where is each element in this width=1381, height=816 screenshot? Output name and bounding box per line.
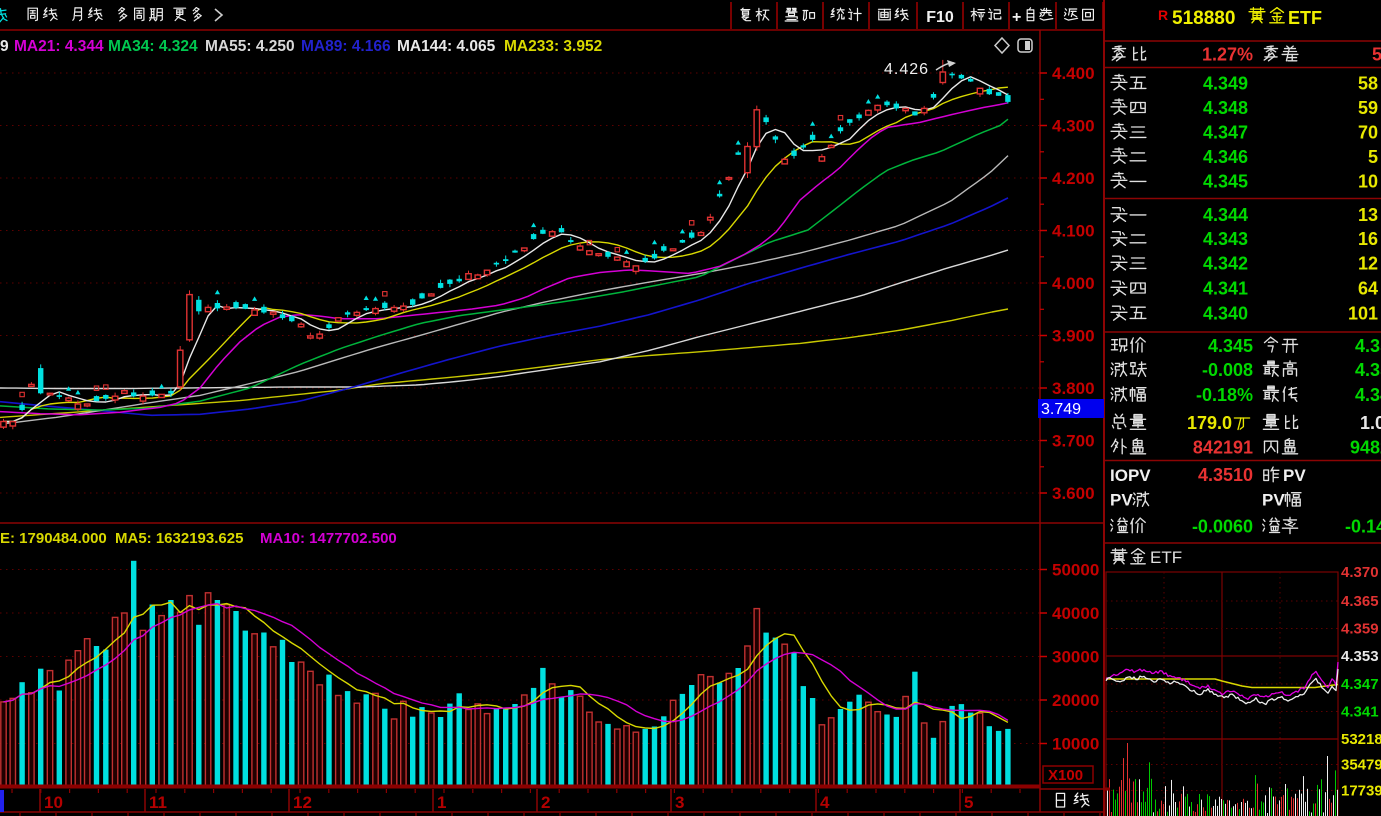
svg-text:MA5: 1632193.625: MA5: 1632193.625 bbox=[115, 530, 243, 547]
svg-text:3: 3 bbox=[675, 793, 684, 812]
svg-text:MA233: 3.952: MA233: 3.952 bbox=[504, 38, 602, 55]
svg-text:4.345: 4.345 bbox=[1208, 336, 1253, 356]
svg-text:E: 1790484.000: E: 1790484.000 bbox=[0, 530, 107, 547]
svg-text:-0.008: -0.008 bbox=[1202, 360, 1253, 380]
svg-text:11: 11 bbox=[149, 793, 167, 812]
svg-text:5: 5 bbox=[964, 793, 973, 812]
svg-text:3.749: 3.749 bbox=[1041, 401, 1081, 418]
svg-text:1.27%: 1.27% bbox=[1202, 45, 1253, 65]
svg-text:-0.14%: -0.14% bbox=[1345, 517, 1381, 537]
svg-text:4.341: 4.341 bbox=[1341, 704, 1379, 721]
svg-text:IOPV: IOPV bbox=[1110, 466, 1151, 485]
svg-text:4.300: 4.300 bbox=[1052, 117, 1095, 136]
svg-text:4.341: 4.341 bbox=[1203, 279, 1248, 299]
svg-text:4.359: 4.359 bbox=[1355, 360, 1381, 380]
svg-text:4.100: 4.100 bbox=[1052, 222, 1095, 241]
svg-text:179.0: 179.0 bbox=[1187, 413, 1232, 433]
svg-text:4.353: 4.353 bbox=[1355, 336, 1381, 356]
svg-text:4.346: 4.346 bbox=[1203, 147, 1248, 167]
svg-text:3.800: 3.800 bbox=[1052, 379, 1095, 398]
svg-text:40000: 40000 bbox=[1052, 604, 1099, 623]
svg-text:4.365: 4.365 bbox=[1341, 593, 1379, 610]
svg-text:-0.0060: -0.0060 bbox=[1192, 517, 1253, 537]
svg-text:4.426: 4.426 bbox=[884, 61, 929, 78]
svg-text:4.000: 4.000 bbox=[1052, 274, 1095, 293]
svg-text:4.353: 4.353 bbox=[1341, 648, 1379, 665]
svg-text:94821: 94821 bbox=[1350, 438, 1381, 458]
svg-text:4.347: 4.347 bbox=[1341, 676, 1379, 693]
svg-text:12: 12 bbox=[293, 793, 312, 812]
svg-text:64: 64 bbox=[1358, 279, 1378, 299]
svg-text:16: 16 bbox=[1358, 229, 1378, 249]
svg-text:R: R bbox=[1158, 7, 1168, 23]
svg-text:50000: 50000 bbox=[1052, 561, 1099, 580]
svg-text:9: 9 bbox=[0, 38, 9, 55]
svg-text:4: 4 bbox=[820, 793, 830, 812]
svg-text:2: 2 bbox=[541, 793, 550, 812]
svg-text:842191: 842191 bbox=[1193, 438, 1253, 458]
svg-text:3.900: 3.900 bbox=[1052, 327, 1095, 346]
svg-text:58: 58 bbox=[1358, 74, 1378, 94]
svg-text:4.340: 4.340 bbox=[1355, 385, 1381, 405]
svg-text:35479: 35479 bbox=[1341, 757, 1381, 774]
svg-text:4.370: 4.370 bbox=[1341, 564, 1379, 581]
svg-text:20000: 20000 bbox=[1052, 691, 1099, 710]
svg-text:12: 12 bbox=[1358, 254, 1378, 274]
svg-text:ETF: ETF bbox=[1288, 8, 1322, 28]
svg-text:5: 5 bbox=[1368, 147, 1378, 167]
svg-text:MA89: 4.166: MA89: 4.166 bbox=[301, 38, 391, 55]
svg-text:4.3510: 4.3510 bbox=[1198, 465, 1253, 485]
svg-text:13: 13 bbox=[1358, 205, 1378, 225]
svg-text:4.359: 4.359 bbox=[1341, 621, 1379, 638]
svg-text:53218: 53218 bbox=[1341, 731, 1381, 748]
svg-text:10: 10 bbox=[1358, 172, 1378, 192]
svg-text:PV: PV bbox=[1262, 491, 1285, 510]
svg-text:58: 58 bbox=[1372, 45, 1381, 65]
svg-text:10000: 10000 bbox=[1052, 735, 1099, 754]
svg-text:1: 1 bbox=[437, 793, 446, 812]
svg-text:59: 59 bbox=[1358, 98, 1378, 118]
svg-text:MA21: 4.344: MA21: 4.344 bbox=[14, 38, 104, 55]
svg-text:-0.18%: -0.18% bbox=[1196, 385, 1253, 405]
svg-text:4.200: 4.200 bbox=[1052, 169, 1095, 188]
svg-text:101: 101 bbox=[1348, 304, 1378, 324]
svg-text:4.400: 4.400 bbox=[1052, 64, 1095, 83]
svg-text:4.344: 4.344 bbox=[1203, 205, 1248, 225]
svg-text:4.349: 4.349 bbox=[1203, 74, 1248, 94]
svg-text:518880: 518880 bbox=[1172, 8, 1235, 29]
svg-text:3.700: 3.700 bbox=[1052, 432, 1095, 451]
svg-text:PV: PV bbox=[1283, 466, 1306, 485]
svg-text:MA55: 4.250: MA55: 4.250 bbox=[205, 38, 295, 55]
svg-text:MA34: 4.324: MA34: 4.324 bbox=[108, 38, 198, 55]
svg-text:F10: F10 bbox=[926, 9, 954, 26]
svg-text:4.340: 4.340 bbox=[1203, 304, 1248, 324]
svg-text:ETF: ETF bbox=[1150, 548, 1182, 567]
svg-text:4.348: 4.348 bbox=[1203, 98, 1248, 118]
svg-text:70: 70 bbox=[1358, 123, 1378, 143]
svg-text:30000: 30000 bbox=[1052, 648, 1099, 667]
svg-text:1.07: 1.07 bbox=[1360, 413, 1381, 433]
svg-text:MA10: 1477702.500: MA10: 1477702.500 bbox=[260, 530, 397, 547]
svg-text:4.345: 4.345 bbox=[1203, 172, 1248, 192]
svg-text:PV: PV bbox=[1110, 491, 1133, 510]
svg-text:4.343: 4.343 bbox=[1203, 229, 1248, 249]
svg-text:X100: X100 bbox=[1048, 767, 1083, 784]
svg-text:4.342: 4.342 bbox=[1203, 254, 1248, 274]
svg-text:4.347: 4.347 bbox=[1203, 123, 1248, 143]
svg-text:+: + bbox=[1012, 9, 1021, 26]
svg-text:10: 10 bbox=[44, 793, 63, 812]
svg-text:3.600: 3.600 bbox=[1052, 484, 1095, 503]
svg-text:17739: 17739 bbox=[1341, 783, 1381, 800]
svg-text:MA144: 4.065: MA144: 4.065 bbox=[397, 38, 496, 55]
